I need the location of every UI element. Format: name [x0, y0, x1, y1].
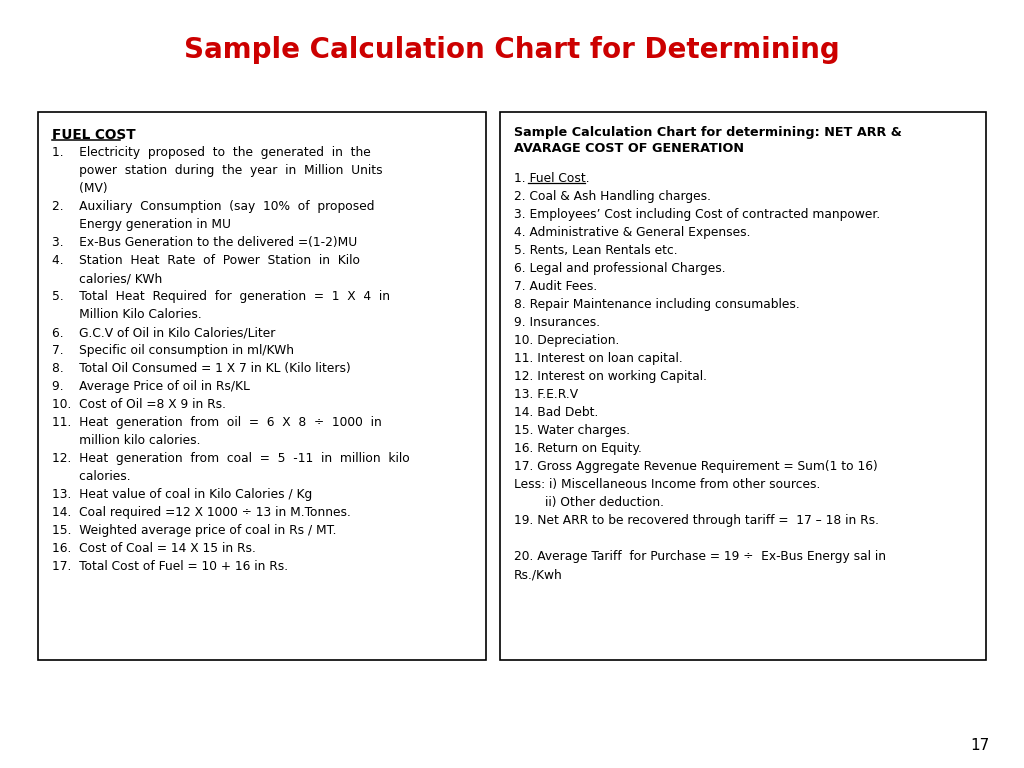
Text: 17: 17	[971, 739, 990, 753]
Text: FUEL COST: FUEL COST	[52, 128, 135, 142]
Text: Sample Calculation Chart for determining: NET ARR &
AVARAGE COST OF GENERATION: Sample Calculation Chart for determining…	[514, 126, 902, 155]
Text: 1. Fuel Cost.
2. Coal & Ash Handling charges.
3. Employees’ Cost including Cost : 1. Fuel Cost. 2. Coal & Ash Handling cha…	[514, 172, 886, 581]
Text: Sample Calculation Chart for Determining: Sample Calculation Chart for Determining	[184, 36, 840, 64]
FancyBboxPatch shape	[38, 112, 486, 660]
Text: 1.    Electricity  proposed  to  the  generated  in  the
       power  station  : 1. Electricity proposed to the generated…	[52, 146, 410, 573]
FancyBboxPatch shape	[500, 112, 986, 660]
